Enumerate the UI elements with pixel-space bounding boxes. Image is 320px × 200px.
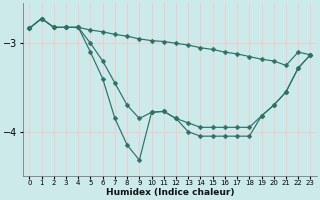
X-axis label: Humidex (Indice chaleur): Humidex (Indice chaleur) (106, 188, 234, 197)
